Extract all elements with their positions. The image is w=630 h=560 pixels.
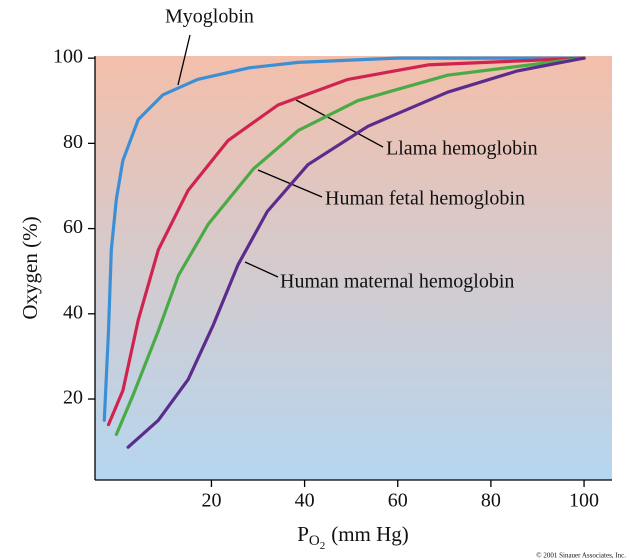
y-tick-label: 20 [63,387,83,409]
y-tick-label: 40 [63,301,83,323]
y-tick-label: 60 [63,216,83,238]
credit: © 2001 Sinauer Associates, Inc. [536,552,626,560]
x-label-subscript: O [309,533,320,549]
annotation: Myoglobin [165,6,254,28]
annotation: Llama hemoglobin [386,138,538,160]
x-label-subsubscript: 2 [320,540,326,552]
y-tick-label: 80 [63,131,83,153]
annotation: Human maternal hemoglobin [280,271,514,293]
x-tick-label: 40 [295,490,315,512]
x-tick-label: 100 [569,490,599,512]
y-axis-label: Oxygen (%) [18,216,42,319]
x-axis-label: PO2 (mm Hg) [297,522,409,552]
x-tick-label: 60 [388,490,408,512]
leader-line [295,99,384,148]
x-label-unit: (mm Hg) [331,522,409,546]
plot-background [95,56,612,480]
leader-line [177,34,191,86]
series-line [106,56,586,427]
series-line [126,56,586,449]
series-line [102,56,586,422]
x-tick-label: 20 [201,490,221,512]
series-line [114,56,586,436]
leader-line [244,261,279,278]
x-label-symbol: P [297,522,309,546]
annotation: Human fetal hemoglobin [325,188,525,210]
x-tick-label: 80 [481,490,501,512]
y-tick-label: 100 [53,46,83,68]
